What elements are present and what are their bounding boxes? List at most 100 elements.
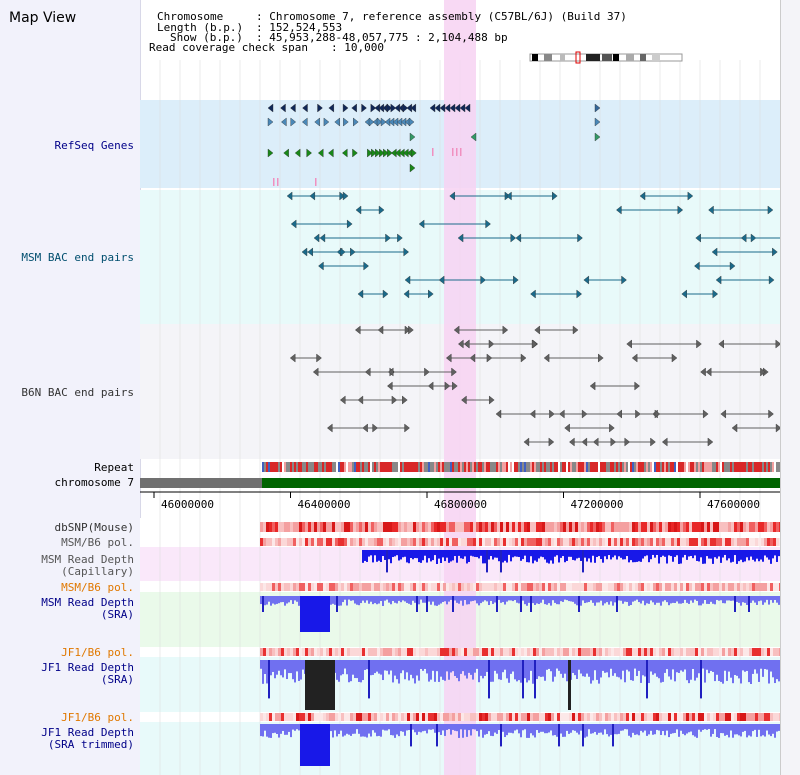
gene-arrow [280,103,286,113]
msm-b6-pol-strip [446,538,449,546]
msm-capillary-depth [620,550,622,558]
jf1-trim-depth [472,724,474,730]
jf1-b6-pol-strip [635,648,638,656]
msm-bac-end [449,191,455,201]
msm-b6-pol-strip [551,538,554,546]
msm-sra-depth [356,596,358,605]
repeat-segment [702,462,704,472]
msm-capillary-depth [482,550,484,564]
msm-b6-pol-strip [479,583,482,591]
msm-capillary-depth [372,550,374,563]
jf1-trim-depth [538,724,540,733]
msm-b6-pol-strip [344,538,347,546]
msm-sra-depth [596,596,598,603]
repeat-segment [426,462,428,472]
msm-b6-pol-strip [422,538,425,546]
msm-b6-pol-strip [566,583,569,591]
msm-capillary-depth [568,550,570,557]
jf1-b6-pol-strip [650,648,653,656]
msm-b6-pol-strip [473,583,476,591]
vertical-scrollbar[interactable] [780,0,800,775]
genome-browser-canvas[interactable]: 46000000 46400000 46800000 47200000 47600000… [140,0,780,775]
repeat-segment [564,462,566,472]
msm-capillary-depth [462,550,464,559]
jf1-sra-depth [730,660,732,678]
track-label-refseq[interactable]: RefSeq Genes [54,139,134,152]
dbsnp-strip [605,522,608,532]
msm-b6-pol-strip [620,538,623,546]
jf1-b6-pol-strip [626,713,629,721]
jf1-trim-depth [560,724,562,734]
jf1-sra-depth [644,660,646,677]
msm-b6-pol-strip [359,583,362,591]
jf1-trim-depth [290,724,292,738]
gene-arrow [375,148,381,158]
msm-b6-pol-strip [413,538,416,546]
msm-bac-end [397,233,403,243]
msm-b6-pol-strip [323,583,326,591]
msm-b6-pol-strip [440,583,443,591]
dbsnp-strip [755,522,758,532]
b6n-bac-end [626,339,632,349]
track-label-msm-bac[interactable]: MSM BAC end pairs [21,251,134,264]
msm-capillary-depth [712,550,714,564]
jf1-sra-depth [652,660,654,675]
msm-b6-pol-strip [335,583,338,591]
msm-b6-pol-strip [275,583,278,591]
b6n-bac-end [589,381,596,391]
msm-b6-pol-strip [353,538,356,546]
jf1-b6-pol-strip [665,648,668,656]
jf1-sra-depth [486,660,488,672]
dbsnp-strip [479,522,482,532]
repeat-segment [440,462,442,472]
repeat-segment [536,462,538,472]
msm-capillary-depth-spike [500,550,502,573]
msm-capillary-depth [580,550,582,561]
repeat-segment [654,462,656,472]
msm-capillary-depth [672,550,674,562]
dbsnp-strip [326,522,329,532]
msm-capillary-depth [420,550,422,563]
jf1-trim-depth [434,724,436,733]
jf1-sra-depth [266,660,268,684]
jf1-sra-depth [772,660,774,678]
msm-b6-pol-strip [497,583,500,591]
track-label-b6n-bac[interactable]: B6N BAC end pairs [21,386,134,399]
msm-b6-pol-strip [422,583,425,591]
repeat-segment [306,462,308,472]
msm-b6-pol-strip [557,583,560,591]
dbsnp-strip [293,522,296,532]
jf1-b6-pol-strip [506,713,509,721]
repeat-segment [526,462,528,472]
jf1-trim-depth [656,724,658,730]
jf1-b6-pol-strip [734,648,737,656]
jf1-b6-pol-strip [458,713,461,721]
msm-b6-pol-strip [740,583,743,591]
msm-sra-depth-spike [748,596,750,612]
msm-sra-depth [388,596,390,603]
jf1-sra-depth [358,660,360,682]
jf1-b6-pol-strip [611,713,614,721]
msm-capillary-depth [760,550,762,560]
msm-b6-pol-strip [701,583,704,591]
repeat-segment [746,462,748,472]
jf1-b6-pol-strip [542,713,545,721]
msm-b6-pol-strip [566,538,569,546]
msm-sra-depth [418,596,420,605]
jf1-b6-pol-strip [653,713,656,721]
msm-capillary-depth [536,550,538,562]
jf1-trim-depth [358,724,360,734]
jf1-sra-depth [572,660,574,673]
jf1-b6-pol-strip [557,713,560,721]
jf1-b6-pol-strip [446,713,449,721]
repeat-segment [616,462,618,472]
repeat-segment [450,462,452,472]
track-label-msm-depth-cap-2: (Capillary) [61,565,134,578]
jf1-depth-saturated [568,660,571,710]
jf1-trim-depth [602,724,604,735]
dbsnp-strip [704,522,707,532]
jf1-b6-pol-strip [278,713,281,721]
msm-sra-depth [350,596,352,601]
jf1-sra-depth [688,660,690,684]
jf1-b6-pol-strip [596,648,599,656]
